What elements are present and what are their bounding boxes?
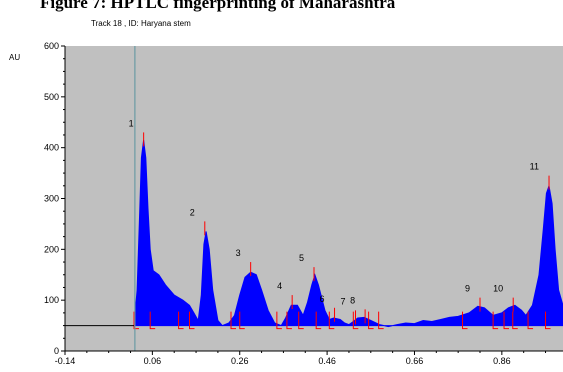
peak-label: 5 bbox=[299, 253, 304, 263]
y-tick-label: 500 bbox=[44, 92, 59, 102]
integration-marks bbox=[133, 132, 551, 330]
integration-mark bbox=[368, 311, 374, 330]
integration-mark bbox=[149, 311, 156, 330]
x-tick-label: 0.66 bbox=[406, 356, 424, 366]
y-tick-label: 0 bbox=[54, 346, 59, 356]
chart-title: Track 18 , ID: Haryana stem bbox=[91, 19, 191, 28]
integration-mark bbox=[492, 311, 499, 330]
y-axis-label: AU bbox=[9, 53, 21, 62]
peak-label: 4 bbox=[277, 281, 282, 291]
peak-label: 2 bbox=[190, 207, 195, 217]
integration-mark bbox=[503, 311, 510, 330]
integration-mark bbox=[328, 311, 335, 330]
integration-mark bbox=[512, 311, 518, 330]
integration-mark bbox=[133, 311, 140, 330]
y-tick-label: 600 bbox=[44, 41, 59, 51]
peak-label: 1 bbox=[129, 118, 134, 128]
integration-mark bbox=[462, 311, 468, 330]
y-tick-label: 200 bbox=[44, 244, 59, 254]
y-tick-label: 300 bbox=[44, 194, 59, 204]
trace-area bbox=[133, 139, 563, 328]
peak-label: 10 bbox=[493, 284, 503, 294]
integration-mark bbox=[378, 311, 384, 330]
integration-mark bbox=[545, 311, 551, 330]
x-tick-label: 0.86 bbox=[493, 356, 511, 366]
x-tick-label: 0.46 bbox=[318, 356, 336, 366]
peak-label: 11 bbox=[530, 162, 539, 172]
integration-mark bbox=[286, 311, 292, 330]
integration-mark bbox=[178, 311, 184, 330]
peak-label: 6 bbox=[320, 294, 325, 304]
peak-label: 7 bbox=[340, 296, 345, 306]
x-tick-label: -0.14 bbox=[55, 356, 76, 366]
integration-mark bbox=[527, 311, 534, 330]
peak-label: 8 bbox=[350, 295, 355, 305]
integration-mark bbox=[239, 311, 245, 330]
integration-mark bbox=[230, 311, 236, 330]
integration-mark bbox=[315, 311, 322, 330]
x-tick-label: 0.26 bbox=[231, 356, 249, 366]
integration-mark bbox=[298, 311, 304, 330]
figure-heading: Figure 7: HPTLC fingerprinting of Mahara… bbox=[40, 0, 396, 12]
chromatogram-fill: 1 2 3 4 5 6 7 8 9 10 11 bbox=[129, 118, 563, 328]
peak-label: 3 bbox=[236, 248, 241, 258]
axes: 0 100 200 300 400 500 600 -0.14 0.06 0.26 0.46 0.66… bbox=[44, 41, 563, 366]
y-tick-label: 100 bbox=[44, 295, 59, 305]
integration-mark bbox=[189, 311, 195, 330]
y-tick-label: 400 bbox=[44, 143, 59, 153]
integration-mark bbox=[276, 311, 282, 330]
integration-mark bbox=[352, 311, 359, 330]
peak-label: 9 bbox=[465, 284, 470, 294]
x-tick-label: 0.06 bbox=[144, 356, 162, 366]
